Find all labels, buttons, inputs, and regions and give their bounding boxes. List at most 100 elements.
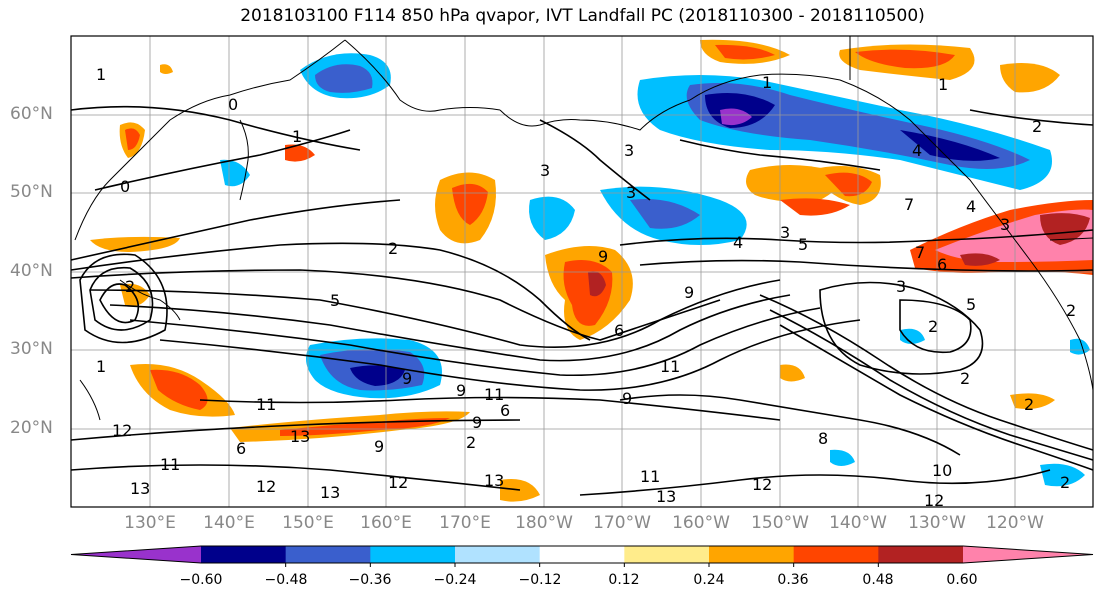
contour-label: 1: [938, 75, 948, 94]
colorbar-tick: −0.60: [179, 572, 223, 588]
lon-label: 160°W: [672, 513, 730, 533]
lon-label: 130°W: [908, 513, 966, 533]
contour-label: 3: [1000, 215, 1010, 234]
colorbar-segment: [455, 546, 541, 563]
colorbar-tick: −0.24: [433, 572, 477, 588]
lat-label-40: 40°N: [10, 261, 53, 281]
contour-label: 7: [915, 243, 925, 262]
contour-label: 1: [292, 127, 302, 146]
lon-label: 130°E: [124, 513, 176, 533]
colorbar-segment: [370, 546, 456, 563]
colorbar-tick: 0.48: [862, 572, 894, 588]
contour-label: 4: [733, 233, 743, 252]
contour-label: 2: [1032, 117, 1042, 136]
contour-label: 10: [932, 461, 952, 480]
colorbar-segment: [878, 546, 964, 563]
contour-label: 8: [818, 429, 828, 448]
colorbar-tick: 0.36: [777, 572, 809, 588]
lat-label-60: 60°N: [10, 104, 53, 124]
lat-label-50: 50°N: [10, 182, 53, 202]
lon-label: 170°W: [593, 513, 651, 533]
contour-label: 9: [374, 437, 384, 456]
lon-label: 140°E: [203, 513, 255, 533]
contour-labels: 1 0 1 0 2 2 3 4 3 5 6 1 2 6 9 9 11 11 9 …: [96, 65, 1076, 510]
contour-label: 9: [402, 369, 412, 388]
contour-label: 6: [937, 255, 947, 274]
contour-label: 9: [598, 247, 608, 266]
lon-label: 180°W: [515, 513, 573, 533]
contour-label: 12: [112, 421, 132, 440]
map-frame: [70, 35, 1094, 508]
colorbar-tick: 0.60: [946, 572, 978, 588]
contour-label: 2: [125, 277, 135, 296]
colorbar-segment: [709, 546, 795, 563]
contour-label: 6: [614, 321, 624, 340]
contour-label: 0: [120, 177, 130, 196]
contour-label: 6: [500, 401, 510, 420]
contour-label: 13: [130, 479, 150, 498]
colorbar-segment: [285, 546, 371, 563]
contour-label: 1: [762, 73, 772, 92]
colorbar: [70, 545, 1094, 567]
colorbar-extend-low: [71, 546, 201, 563]
contour-label: 12: [752, 475, 772, 494]
contour-label: 13: [320, 483, 340, 502]
shading-layer: [90, 39, 1093, 502]
contour-label: 2: [1060, 473, 1070, 492]
colorbar-outline: [70, 545, 1094, 564]
contour-label: 13: [484, 471, 504, 490]
contour-label: 7: [904, 195, 914, 214]
contour-label: 4: [912, 141, 922, 160]
contour-label: 12: [924, 491, 944, 510]
contour-label: 3: [896, 277, 906, 296]
colorbar-segment: [539, 546, 625, 563]
lon-label: 140°W: [829, 513, 887, 533]
contour-label: 13: [656, 487, 676, 506]
contour-label: 1: [96, 357, 106, 376]
lat-label-30: 30°N: [10, 339, 53, 359]
contour-label: 9: [622, 389, 632, 408]
contour-label: 12: [256, 477, 276, 496]
lon-label: 170°E: [439, 513, 491, 533]
lon-label: 120°W: [986, 513, 1044, 533]
contour-label: 2: [928, 317, 938, 336]
contour-label: 9: [472, 413, 482, 432]
colorbar-segment: [793, 546, 879, 563]
contour-label: 4: [966, 197, 976, 216]
map-title: 2018103100 F114 850 hPa qvapor, IVT Land…: [240, 6, 925, 26]
colorbar-tick: −0.12: [518, 572, 562, 588]
contour-label: 3: [626, 183, 636, 202]
contour-label: 11: [640, 467, 660, 486]
contour-label: 11: [660, 357, 680, 376]
contour-label: 11: [484, 385, 504, 404]
contour-label: 0: [228, 95, 238, 114]
coastlines: [74, 36, 1094, 421]
contour-label: 6: [236, 439, 246, 458]
contour-label: 3: [624, 141, 634, 160]
graticule: [71, 36, 1093, 507]
contour-label: 5: [798, 235, 808, 254]
contour-label: 2: [960, 369, 970, 388]
contour-label: 13: [290, 427, 310, 446]
lon-label: 150°E: [282, 513, 334, 533]
contour-label: 2: [1024, 395, 1034, 414]
lat-label-20: 20°N: [10, 418, 53, 438]
colorbar-tick: −0.48: [264, 572, 308, 588]
contour-label: 9: [684, 283, 694, 302]
contour-label: 2: [466, 433, 476, 452]
contour-label: 2: [1066, 301, 1076, 320]
contours: [70, 105, 1094, 496]
contour-label: 2: [388, 239, 398, 258]
lon-label: 160°E: [360, 513, 412, 533]
colorbar-extend-high: [963, 546, 1093, 563]
contour-label: 5: [330, 291, 340, 310]
contour-label: 5: [966, 295, 976, 314]
contour-label: 12: [388, 473, 408, 492]
colorbar-segment: [201, 546, 287, 563]
lon-label: 150°W: [751, 513, 809, 533]
colorbar-tick: 0.12: [608, 572, 640, 588]
contour-label: 3: [540, 161, 550, 180]
contour-label: 9: [456, 381, 466, 400]
contour-label: 3: [780, 223, 790, 242]
